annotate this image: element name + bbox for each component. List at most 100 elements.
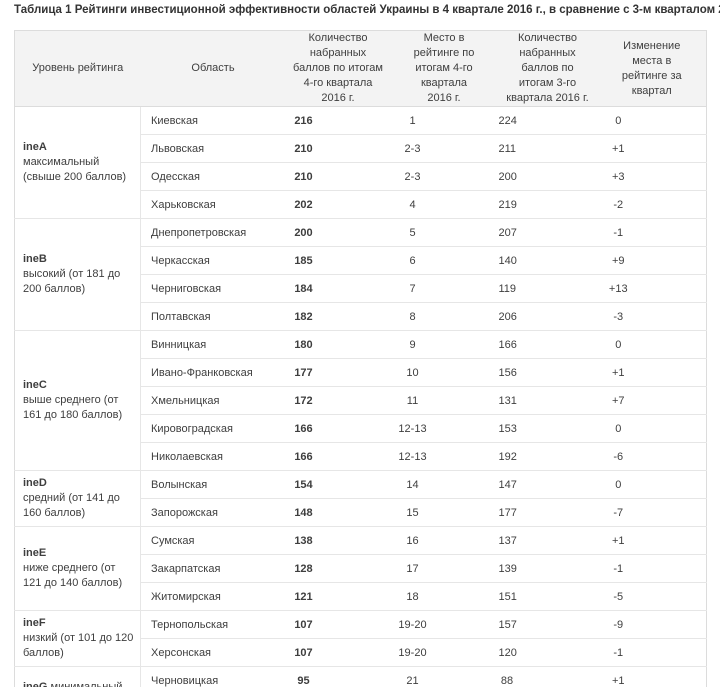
rating-level-code: ineF xyxy=(23,617,46,629)
rating-level-code: ineG xyxy=(23,680,48,687)
rank-q4-cell: 6 xyxy=(390,246,498,275)
region-cell: Полтавская xyxy=(140,302,286,331)
score-q4-cell: 154 xyxy=(285,470,391,499)
table-row: Ивано-Франковская 177 10 156 +1 xyxy=(15,358,707,387)
table-row: Херсонская 107 19-20 120 -1 xyxy=(15,638,707,667)
score-q3-cell: 166 xyxy=(497,330,598,359)
region-cell: Винницкая xyxy=(140,330,286,359)
table-row: ineE ниже среднего (от 121 до 140 баллов)… xyxy=(14,526,707,611)
region-cell: Кировоградская xyxy=(140,414,286,443)
rating-level-description: выше среднего (от 161 до 180 баллов) xyxy=(23,394,123,421)
score-q3-cell: 137 xyxy=(497,526,598,555)
rank-q4-cell: 12-13 xyxy=(390,414,498,443)
rank-q4-cell: 16 xyxy=(390,526,498,555)
rank-change-cell: -6 xyxy=(597,442,707,471)
region-cell: Сумская xyxy=(140,526,286,555)
rating-level-code: ineD xyxy=(23,477,47,489)
region-cell: Николаевская xyxy=(140,442,286,471)
rating-level-code: ineE xyxy=(23,547,47,559)
rating-level-description: низкий (от 101 до 120 баллов) xyxy=(23,632,134,659)
rank-q4-cell: 7 xyxy=(390,274,498,303)
rank-change-cell: +1 xyxy=(597,134,707,163)
score-q4-cell: 166 xyxy=(285,414,391,443)
score-q3-cell: 140 xyxy=(497,246,598,275)
score-q3-cell: 153 xyxy=(497,414,598,443)
table-row: Кировоградская 166 12-13 153 0 xyxy=(15,414,707,443)
region-cell: Хмельницкая xyxy=(140,386,286,415)
rating-level-code: ineA xyxy=(23,141,47,153)
region-cell: Черниговская xyxy=(140,274,286,303)
region-cell: Львовская xyxy=(140,134,286,163)
score-q3-cell: 156 xyxy=(497,358,598,387)
ratings-table: Уровень рейтинга Область Количество набр… xyxy=(14,30,707,687)
rating-level-code: ineC xyxy=(23,379,47,391)
rank-q4-cell: 19-20 xyxy=(390,638,498,667)
rank-q4-cell: 18 xyxy=(390,582,498,611)
region-cell: Херсонская xyxy=(140,638,286,667)
rank-q4-cell: 10 xyxy=(390,358,498,387)
score-q3-cell: 120 xyxy=(497,638,598,667)
score-q3-cell: 147 xyxy=(497,470,598,499)
score-q4-cell: 202 xyxy=(285,190,391,219)
region-cell: Закарпатская xyxy=(140,554,286,583)
score-q4-cell: 138 xyxy=(285,526,391,555)
column-header-score-q4: Количество набранных баллов по итогам 4-… xyxy=(285,30,391,107)
rating-level-description: минимальный (меньше 101 балла) xyxy=(50,680,123,687)
rank-change-cell: -1 xyxy=(597,554,707,583)
region-cell: Запорожская xyxy=(140,498,286,527)
table-row: Николаевская 166 12-13 192 -6 xyxy=(15,442,707,471)
header-row: Уровень рейтинга Область Количество набр… xyxy=(14,30,707,107)
score-q4-cell: 185 xyxy=(285,246,391,275)
rank-change-cell: -1 xyxy=(597,218,707,247)
rank-q4-cell: 19-20 xyxy=(390,610,498,639)
score-q3-cell: 224 xyxy=(497,106,598,135)
rating-level-cell: ineG минимальный (меньше 101 балла) xyxy=(14,666,141,687)
score-q3-cell: 211 xyxy=(497,134,598,163)
score-q4-cell: 148 xyxy=(285,498,391,527)
rank-q4-cell: 21 xyxy=(390,666,498,687)
table-row: ineB высокий (от 181 до 200 баллов) Днепро… xyxy=(14,218,707,331)
score-q4-cell: 95 xyxy=(285,666,391,687)
rank-change-cell: 0 xyxy=(597,470,707,499)
region-cell: Житомирская xyxy=(140,582,286,611)
rating-level-code: ineB xyxy=(23,253,47,265)
rating-level-description: средний (от 141 до 160 баллов) xyxy=(23,492,120,519)
score-q4-cell: 216 xyxy=(285,106,391,135)
rating-level-cell: ineC выше среднего (от 161 до 180 баллов) xyxy=(14,330,141,471)
table-header: Уровень рейтинга Область Количество набр… xyxy=(14,30,707,107)
region-cell: Киевская xyxy=(140,106,286,135)
score-q4-cell: 107 xyxy=(285,638,391,667)
score-q4-cell: 184 xyxy=(285,274,391,303)
score-q3-cell: 206 xyxy=(497,302,598,331)
table-row: Черниговская 184 7 119 +13 xyxy=(15,274,707,303)
rank-change-cell: 0 xyxy=(597,106,707,135)
rating-level-cell: ineE ниже среднего (от 121 до 140 баллов) xyxy=(14,526,141,611)
rating-level-description: ниже среднего (от 121 до 140 баллов) xyxy=(23,562,123,589)
rank-q4-cell: 11 xyxy=(390,386,498,415)
table-row: Черкасская 185 6 140 +9 xyxy=(15,246,707,275)
rating-level-description: максимальный (свыше 200 баллов) xyxy=(23,156,127,183)
rank-change-cell: -7 xyxy=(597,498,707,527)
rank-change-cell: +1 xyxy=(597,666,707,687)
rank-q4-cell: 9 xyxy=(390,330,498,359)
rank-change-cell: 0 xyxy=(597,330,707,359)
score-q3-cell: 119 xyxy=(497,274,598,303)
score-q3-cell: 219 xyxy=(497,190,598,219)
region-cell: Черкасская xyxy=(140,246,286,275)
rating-level-cell: ineD средний (от 141 до 160 баллов) xyxy=(14,470,141,527)
table-row: Запорожская 148 15 177 -7 xyxy=(15,498,707,527)
rank-change-cell: +7 xyxy=(597,386,707,415)
score-q4-cell: 177 xyxy=(285,358,391,387)
rating-level-cell: ineA максимальный (свыше 200 баллов) xyxy=(14,106,141,219)
table-row: ineF низкий (от 101 до 120 баллов) Тернопо… xyxy=(14,610,707,667)
rank-q4-cell: 15 xyxy=(390,498,498,527)
score-q3-cell: 139 xyxy=(497,554,598,583)
table-row: Житомирская 121 18 151 -5 xyxy=(15,582,707,611)
score-q4-cell: 210 xyxy=(285,134,391,163)
rank-change-cell: 0 xyxy=(597,414,707,443)
rank-change-cell: +3 xyxy=(597,162,707,191)
table-row: Львовская 210 2-3 211 +1 xyxy=(15,134,707,163)
score-q4-cell: 128 xyxy=(285,554,391,583)
column-header-region: Область xyxy=(140,30,286,107)
rank-q4-cell: 8 xyxy=(390,302,498,331)
